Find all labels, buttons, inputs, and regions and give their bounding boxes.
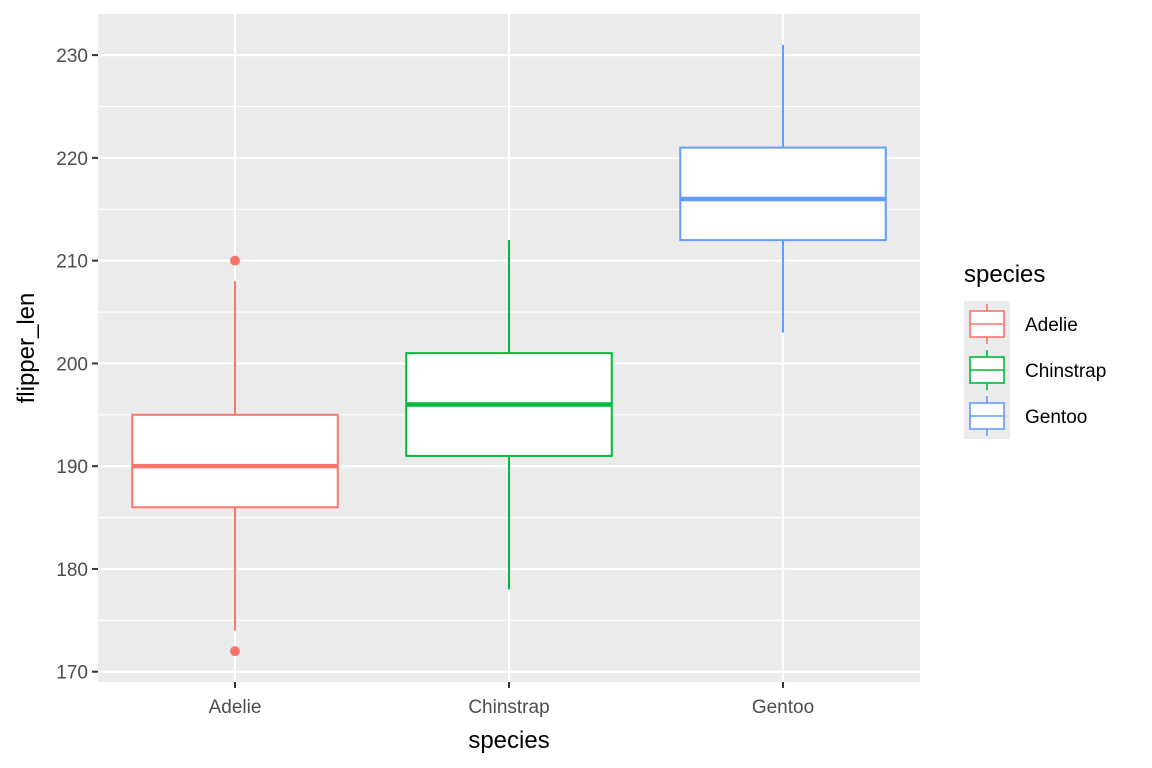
y-axis: 170 180 190 200 210 220 230	[56, 46, 98, 684]
x-axis: Adelie Chinstrap Gentoo	[209, 682, 814, 718]
legend-item-gentoo: Gentoo	[969, 396, 1087, 436]
box-gentoo	[679, 44, 887, 333]
x-axis-title: species	[468, 727, 549, 754]
legend: species Adelie Chinstrap Gentoo	[964, 261, 1106, 439]
outlier-point	[230, 646, 240, 657]
outlier-point	[230, 255, 240, 266]
y-tick-label: 190	[56, 457, 88, 478]
x-tick-label: Adelie	[209, 697, 262, 718]
boxes-layer	[131, 44, 887, 657]
box-iqr	[679, 146, 887, 242]
box-adelie	[131, 255, 339, 657]
legend-item-label: Adelie	[1025, 315, 1078, 336]
box-chinstrap	[405, 240, 613, 590]
legend-item-label: Gentoo	[1025, 407, 1087, 428]
legend-item-chinstrap: Chinstrap	[969, 350, 1106, 390]
y-tick-label: 210	[56, 252, 88, 273]
legend-item-adelie: Adelie	[969, 304, 1078, 344]
legend-title: species	[964, 261, 1045, 288]
x-tick-label: Gentoo	[752, 697, 814, 718]
y-tick-label: 220	[56, 149, 88, 170]
y-tick-label: 180	[56, 560, 88, 581]
y-tick-label: 170	[56, 663, 88, 684]
y-tick-label: 230	[56, 46, 88, 67]
x-tick-label: Chinstrap	[468, 697, 549, 718]
legend-item-label: Chinstrap	[1025, 361, 1106, 382]
y-axis-title: flipper_len	[13, 293, 40, 404]
box-iqr	[131, 413, 339, 509]
y-tick-label: 200	[56, 354, 88, 375]
